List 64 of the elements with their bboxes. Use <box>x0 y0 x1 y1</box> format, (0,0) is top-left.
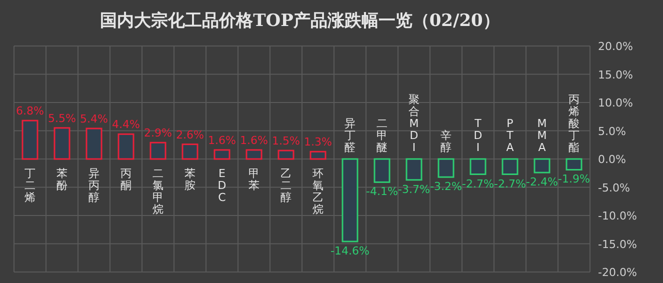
bar <box>470 158 486 176</box>
data-label: 1.6% <box>240 134 268 147</box>
data-label: 1.6% <box>208 134 236 147</box>
bar <box>246 149 262 160</box>
data-label: 1.3% <box>304 136 332 149</box>
x-tick-label: 丁二烯 <box>24 167 36 204</box>
bar <box>438 158 454 178</box>
x-tick-label: 乙二醇 <box>280 167 292 204</box>
data-label: -1.9% <box>558 172 590 186</box>
chart-title: 国内大宗化工品价格TOP产品涨跌幅一览（02/20） <box>100 11 500 31</box>
x-tick-label: 聚合MDI <box>408 93 420 154</box>
y-tick-label: -5.0% <box>598 181 630 194</box>
x-tick-label: TDI <box>474 117 482 154</box>
data-label: 1.5% <box>272 134 300 148</box>
data-label: -4.1% <box>366 185 398 198</box>
x-tick-label: 环氧乙烷 <box>312 167 324 216</box>
bar <box>310 150 326 160</box>
data-label: 2.9% <box>144 126 172 140</box>
x-tick-label: 苯胺 <box>184 167 196 192</box>
x-tick-label: PTA <box>506 117 514 154</box>
bar <box>406 158 422 181</box>
data-label: -3.7% <box>398 182 430 196</box>
data-label: -2.7% <box>494 177 526 190</box>
y-tick-label: 15.0% <box>598 68 633 82</box>
x-tick-label: 二甲醚 <box>376 117 388 154</box>
bar <box>118 133 134 160</box>
bar <box>182 144 198 160</box>
bar <box>374 158 390 183</box>
bar <box>150 142 166 160</box>
data-label: -3.2% <box>430 180 462 194</box>
x-tick-label: 异丙醇 <box>88 167 100 204</box>
data-label: 2.6% <box>176 128 204 142</box>
y-tick-label: -15.0% <box>598 238 637 251</box>
x-tick-label: 苯酚 <box>56 167 68 192</box>
y-tick-label: 20.0% <box>598 40 633 53</box>
y-tick-label: -20.0% <box>598 266 637 279</box>
x-tick-label: MMA <box>537 117 547 154</box>
data-label: 5.4% <box>80 112 108 126</box>
bar <box>54 127 70 160</box>
bar <box>534 158 550 174</box>
bar <box>214 149 230 160</box>
x-tick-label: 丙酮 <box>120 167 132 192</box>
bar <box>502 158 518 176</box>
bar <box>86 128 102 160</box>
bar <box>342 158 358 242</box>
data-label: 5.5% <box>48 112 76 125</box>
data-label: -14.6% <box>330 244 370 258</box>
bar <box>22 120 38 160</box>
x-tick-label: 甲苯 <box>248 167 260 192</box>
x-tick-label: 辛醇 <box>440 129 452 154</box>
data-label: 6.8% <box>16 104 44 118</box>
y-tick-label: -10.0% <box>598 210 637 222</box>
y-tick-label: 0.0% <box>598 153 626 166</box>
x-tick-label: EDC <box>218 167 226 204</box>
bar <box>278 150 294 160</box>
x-tick-label: 二氯甲烷 <box>152 167 164 216</box>
y-tick-label: 5.0% <box>598 124 626 138</box>
bar <box>566 158 582 170</box>
y-tick-label: 10.0% <box>598 96 633 110</box>
data-label: -2.4% <box>526 176 558 189</box>
data-label: -2.7% <box>462 177 494 190</box>
data-label: 4.4% <box>112 118 140 132</box>
x-tick-label: 异丁醛 <box>344 117 356 154</box>
x-tick-label: 丙烯酸丁酯 <box>568 93 580 154</box>
